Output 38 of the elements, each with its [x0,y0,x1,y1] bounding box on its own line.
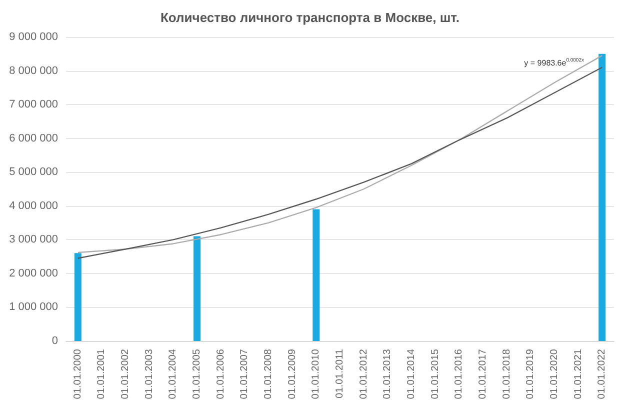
bar [194,236,201,341]
x-tick-label: 01.01.2016 [454,348,465,400]
y-tick-label: 2 000 000 [9,267,58,280]
x-tick-label: 01.01.2008 [263,348,274,400]
x-tick-label: 01.01.2005 [192,348,203,400]
x-tick-label: 01.01.2014 [406,348,417,400]
x-tick-label: 01.01.2002 [120,348,132,400]
x-tick-label: 01.01.2001 [96,348,108,400]
x-tick-label: 01.01.2007 [239,348,250,400]
x-tick-label: 01.01.2000 [72,348,84,400]
x-tick-label: 01.01.2011 [334,348,346,398]
x-tick-label: 01.01.2004 [168,348,179,400]
y-tick-label: 6 000 000 [9,132,58,144]
bar [598,54,606,341]
x-tick-label: 01.01.2003 [144,348,155,400]
x-tick-label: 01.01.2020 [548,348,560,400]
bar [74,253,82,341]
x-tick-label: 01.01.2017 [477,348,488,400]
x-tick-label: 01.01.2021 [572,348,584,400]
x-tick-label: 01.01.2006 [215,348,226,400]
y-tick-label: 5 000 000 [9,166,58,178]
y-tick-label: 8 000 000 [9,64,58,77]
x-tick-label: 01.01.2012 [358,348,370,400]
y-tick-label: 4 000 000 [9,200,58,212]
y-tick-label: 7 000 000 [9,98,58,111]
x-tick-label: 01.01.2010 [310,348,322,400]
x-tick-label: 01.01.2009 [286,348,298,400]
x-tick-label: 01.01.2018 [501,348,512,400]
bar [312,209,320,341]
y-tick-label: 3 000 000 [9,234,58,246]
y-tick-label: 0 [52,335,58,347]
x-tick-label: 01.01.2019 [525,348,536,400]
chart-title: Количество личного транспорта в Москве, шт. [160,10,460,25]
y-tick-label: 9 000 000 [9,31,58,43]
y-tick-label: 1 000 000 [9,301,58,314]
x-tick-label: 01.01.2022 [596,348,608,400]
x-tick-label: 01.01.2013 [382,348,394,400]
x-tick-label: 01.01.2015 [430,348,441,400]
